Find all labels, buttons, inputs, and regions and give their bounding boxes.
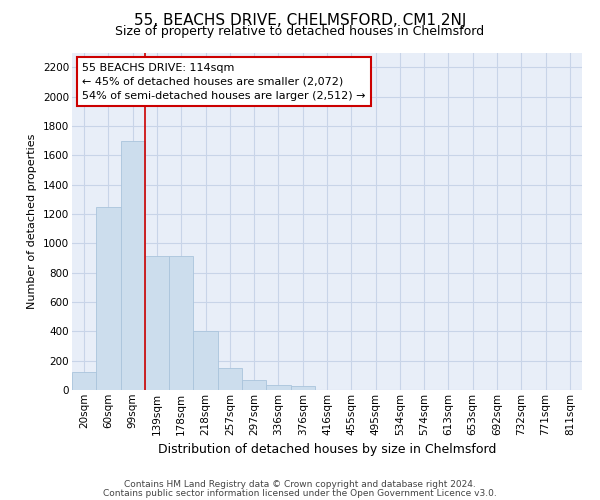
Text: Contains HM Land Registry data © Crown copyright and database right 2024.: Contains HM Land Registry data © Crown c… <box>124 480 476 489</box>
Bar <box>121 140 145 390</box>
Bar <box>242 380 266 390</box>
Bar <box>290 386 315 390</box>
Bar <box>266 385 290 390</box>
Text: 55 BEACHS DRIVE: 114sqm
← 45% of detached houses are smaller (2,072)
54% of semi: 55 BEACHS DRIVE: 114sqm ← 45% of detache… <box>82 62 366 100</box>
Bar <box>169 256 193 390</box>
Bar <box>145 256 169 390</box>
Bar <box>193 332 218 390</box>
Bar <box>72 372 96 390</box>
Bar <box>218 368 242 390</box>
Text: Contains public sector information licensed under the Open Government Licence v3: Contains public sector information licen… <box>103 488 497 498</box>
X-axis label: Distribution of detached houses by size in Chelmsford: Distribution of detached houses by size … <box>158 443 496 456</box>
Text: 55, BEACHS DRIVE, CHELMSFORD, CM1 2NJ: 55, BEACHS DRIVE, CHELMSFORD, CM1 2NJ <box>134 12 466 28</box>
Y-axis label: Number of detached properties: Number of detached properties <box>28 134 37 309</box>
Bar <box>96 206 121 390</box>
Text: Size of property relative to detached houses in Chelmsford: Size of property relative to detached ho… <box>115 25 485 38</box>
